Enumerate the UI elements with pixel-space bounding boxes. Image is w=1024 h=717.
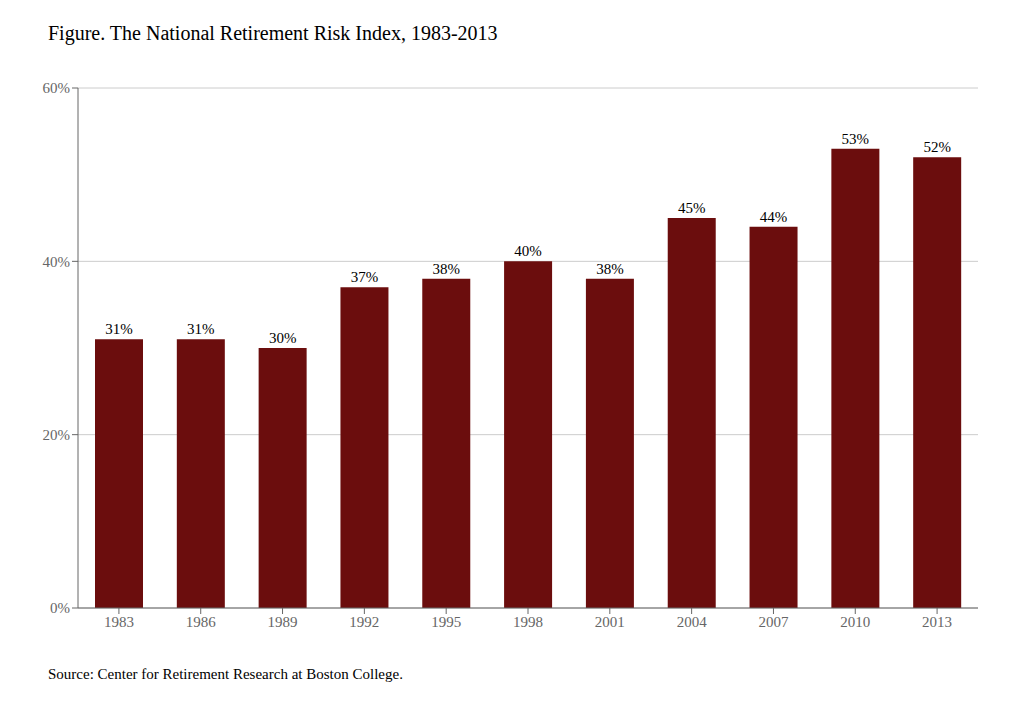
svg-text:2010: 2010 <box>840 614 870 630</box>
svg-text:1986: 1986 <box>186 614 217 630</box>
svg-text:37%: 37% <box>351 269 379 285</box>
svg-text:1989: 1989 <box>268 614 298 630</box>
svg-text:1995: 1995 <box>431 614 461 630</box>
svg-text:52%: 52% <box>923 139 951 155</box>
svg-text:40%: 40% <box>43 254 71 270</box>
svg-text:2004: 2004 <box>677 614 708 630</box>
svg-text:2007: 2007 <box>758 614 789 630</box>
svg-text:1992: 1992 <box>349 614 379 630</box>
svg-text:31%: 31% <box>187 321 215 337</box>
svg-text:45%: 45% <box>678 200 706 216</box>
svg-text:31%: 31% <box>105 321 133 337</box>
svg-text:1983: 1983 <box>104 614 134 630</box>
svg-text:30%: 30% <box>269 330 297 346</box>
svg-text:38%: 38% <box>433 261 461 277</box>
svg-text:44%: 44% <box>760 209 788 225</box>
html-text:Source: Center for Retirement: Source: Center for Retirement Research a… <box>48 666 403 682</box>
svg-text:2013: 2013 <box>922 614 952 630</box>
svg-text:20%: 20% <box>43 427 71 443</box>
html-text:Figure. The National Retiremen: Figure. The National Retirement Risk Ind… <box>48 22 498 44</box>
svg-text:38%: 38% <box>596 261 624 277</box>
svg-text:2001: 2001 <box>595 614 625 630</box>
svg-text:53%: 53% <box>842 131 870 147</box>
svg-text:1998: 1998 <box>513 614 543 630</box>
svg-text:60%: 60% <box>43 80 71 96</box>
svg-text:0%: 0% <box>50 600 70 616</box>
svg-text:40%: 40% <box>514 243 542 259</box>
